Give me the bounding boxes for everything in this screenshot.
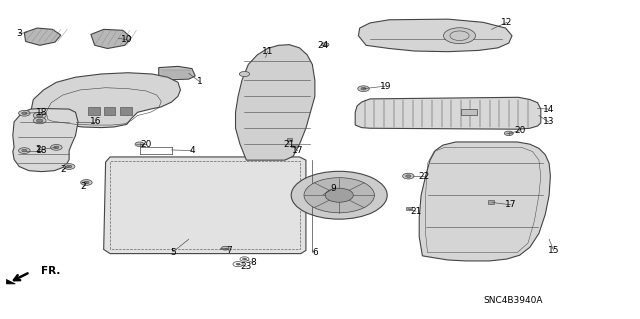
Circle shape (36, 119, 43, 122)
Text: 17: 17 (292, 146, 303, 155)
Circle shape (403, 173, 414, 179)
Circle shape (361, 87, 366, 90)
Text: 7: 7 (227, 246, 232, 255)
Text: 2: 2 (60, 165, 65, 174)
Bar (406, 207, 412, 210)
Circle shape (221, 246, 229, 250)
Circle shape (19, 110, 30, 116)
Text: 5: 5 (170, 248, 175, 256)
Bar (104, 107, 115, 115)
Text: 18: 18 (36, 146, 47, 155)
Circle shape (22, 112, 27, 115)
Bar (488, 200, 494, 204)
Text: 18: 18 (36, 108, 47, 117)
Text: 12: 12 (501, 18, 513, 27)
Circle shape (84, 181, 89, 184)
Polygon shape (13, 108, 78, 172)
Circle shape (54, 146, 59, 149)
Circle shape (67, 165, 72, 168)
Text: 2: 2 (81, 182, 86, 191)
Text: 10: 10 (121, 35, 132, 44)
Text: 24: 24 (317, 41, 329, 50)
Circle shape (81, 180, 92, 185)
Circle shape (321, 43, 329, 47)
Text: FR.: FR. (41, 265, 60, 276)
Polygon shape (358, 19, 512, 52)
Circle shape (291, 171, 387, 219)
Polygon shape (419, 142, 550, 261)
Text: 8: 8 (250, 258, 255, 267)
Circle shape (33, 112, 46, 119)
Circle shape (325, 188, 353, 202)
Polygon shape (24, 28, 61, 45)
Circle shape (406, 175, 411, 177)
Circle shape (504, 131, 513, 136)
Circle shape (22, 149, 27, 152)
Circle shape (36, 114, 43, 117)
Text: 9: 9 (330, 184, 335, 193)
Text: 19: 19 (380, 82, 391, 91)
Polygon shape (31, 73, 180, 128)
Polygon shape (104, 157, 306, 254)
Bar (461, 109, 477, 115)
Polygon shape (91, 29, 131, 48)
Text: 3: 3 (17, 29, 22, 38)
Text: 16: 16 (90, 117, 102, 126)
Text: 6: 6 (312, 248, 317, 257)
Text: 22: 22 (418, 172, 429, 181)
Bar (287, 138, 292, 141)
Circle shape (51, 145, 62, 150)
Polygon shape (6, 279, 15, 284)
Bar (88, 107, 100, 115)
Circle shape (239, 71, 250, 77)
Text: 21: 21 (410, 207, 422, 216)
Polygon shape (236, 45, 315, 160)
Polygon shape (159, 66, 195, 80)
Text: 15: 15 (548, 246, 559, 255)
Circle shape (63, 164, 75, 169)
Polygon shape (355, 97, 541, 129)
Circle shape (243, 258, 246, 260)
Text: 20: 20 (514, 126, 525, 135)
Text: 21: 21 (284, 140, 295, 149)
Text: 17: 17 (505, 200, 516, 209)
Circle shape (33, 117, 46, 124)
Bar (291, 144, 298, 147)
Circle shape (135, 142, 144, 146)
Text: 2: 2 (36, 145, 41, 154)
Bar (220, 248, 228, 249)
Bar (120, 107, 132, 115)
Circle shape (444, 28, 476, 44)
Text: 13: 13 (543, 117, 554, 126)
Text: 23: 23 (241, 262, 252, 271)
Circle shape (19, 148, 30, 153)
Text: 4: 4 (189, 146, 195, 155)
Text: 11: 11 (262, 47, 273, 56)
Text: 1: 1 (197, 77, 202, 86)
Circle shape (304, 178, 374, 213)
Circle shape (358, 86, 369, 92)
Text: SNC4B3940A: SNC4B3940A (483, 296, 543, 305)
Text: 14: 14 (543, 105, 554, 114)
Text: 20: 20 (140, 140, 152, 149)
Circle shape (236, 263, 240, 265)
